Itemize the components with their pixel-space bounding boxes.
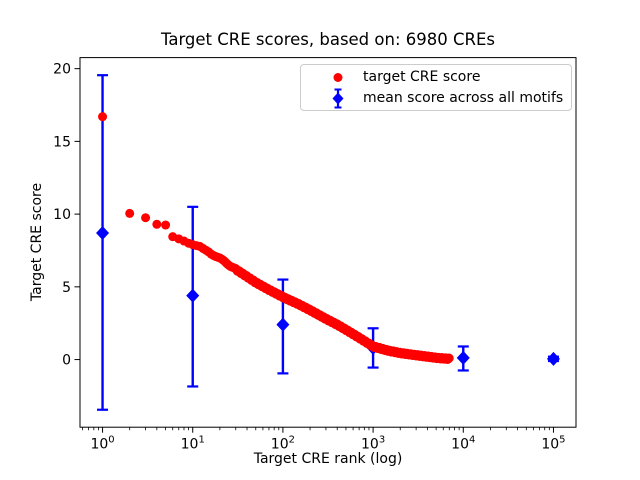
y-axis-ticks: 0 5 10 15 20 xyxy=(53,62,80,369)
x-axis-minor-ticks xyxy=(82,427,550,431)
x-tick-label: 104 xyxy=(451,435,475,453)
mean-score-point xyxy=(456,350,470,365)
y-tick-label: 5 xyxy=(62,280,71,296)
mean-score-point xyxy=(276,317,290,332)
y-tick-label: 10 xyxy=(53,207,71,223)
x-axis-ticks: 100 101 102 103 104 105 xyxy=(90,427,566,453)
mean-score-point xyxy=(186,288,200,303)
mean-score-series xyxy=(96,74,560,411)
y-tick-label: 0 xyxy=(62,353,71,369)
axes-frame xyxy=(79,57,577,428)
legend-item-target-cre-score: target CRE score xyxy=(325,67,571,88)
chart-title: Target CRE scores, based on: 6980 CREs xyxy=(160,30,496,49)
y-tick-label: 15 xyxy=(53,134,71,150)
x-tick-label: 101 xyxy=(181,435,205,453)
y-tick-label: 20 xyxy=(53,62,71,78)
legend: target CRE score mean score across all m… xyxy=(300,64,572,111)
mean-score-point xyxy=(96,226,110,241)
y-axis-label: Target CRE score xyxy=(29,182,45,302)
x-tick-label: 105 xyxy=(541,435,565,453)
x-tick-label: 103 xyxy=(361,435,385,453)
target-score-series xyxy=(98,112,454,364)
x-tick-label: 102 xyxy=(271,435,295,453)
red-circle-icon xyxy=(333,72,343,82)
legend-blue-diamond xyxy=(332,92,344,104)
x-axis-label: Target CRE rank (log) xyxy=(253,451,403,467)
x-tick-label: 100 xyxy=(90,435,114,453)
legend-red-dot xyxy=(333,72,343,82)
legend-label-mean-score: mean score across all motifs xyxy=(363,90,564,106)
legend-item-mean-score: mean score across all motifs xyxy=(325,88,571,109)
blue-diamond-errorbar-icon xyxy=(332,88,344,108)
mean-score-point xyxy=(546,351,560,366)
legend-label-target-cre-score: target CRE score xyxy=(363,69,481,85)
